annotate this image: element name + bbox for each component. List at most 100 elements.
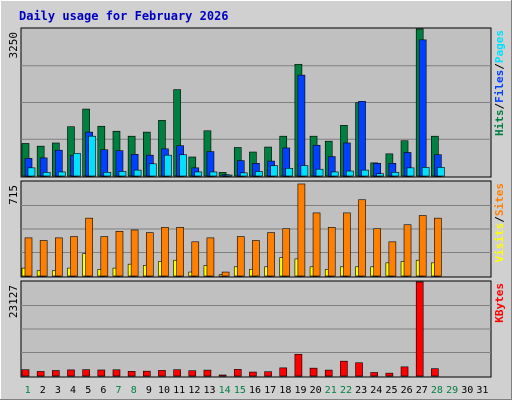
bar-kbytes-day-12 — [188, 370, 197, 377]
scale-label: 715 — [7, 185, 20, 205]
bar-sites-day-18 — [282, 228, 291, 277]
bar-sites-day-1 — [24, 237, 33, 277]
day-label-19: 19 — [294, 385, 306, 396]
bar-pages-day-23 — [361, 169, 369, 177]
bar-sites-day-20 — [312, 212, 321, 277]
bar-pages-day-22 — [346, 170, 354, 177]
bar-sites-day-10 — [161, 227, 169, 277]
bar-pages-day-18 — [285, 168, 294, 177]
bar-sites-day-4 — [70, 236, 78, 277]
scale-label: 3250 — [7, 32, 20, 59]
bar-sites-day-17 — [267, 232, 275, 277]
bar-pages-day-4 — [73, 153, 81, 177]
day-label-20: 20 — [310, 385, 322, 396]
bar-pages-day-26 — [406, 167, 415, 177]
bar-sites-day-16 — [252, 240, 260, 277]
bar-sites-day-2 — [39, 240, 48, 277]
day-label-26: 26 — [401, 385, 413, 396]
bar-pages-day-19 — [300, 165, 309, 177]
day-label-13: 13 — [203, 385, 215, 396]
chart-title: Daily usage for February 2026 — [19, 9, 229, 23]
bar-kbytes-day-6 — [97, 369, 106, 377]
day-label-8: 8 — [131, 385, 137, 396]
day-label-2: 2 — [40, 385, 46, 396]
bar-pages-day-14 — [224, 174, 233, 177]
day-label-4: 4 — [70, 385, 76, 396]
bar-sites-day-15 — [236, 236, 245, 277]
bar-sites-day-12 — [191, 241, 200, 277]
legend-entry: Pages — [493, 30, 506, 63]
day-label-3: 3 — [55, 385, 61, 396]
day-label-30: 30 — [461, 385, 473, 396]
bar-sites-day-9 — [145, 232, 154, 277]
bar-kbytes-day-13 — [203, 369, 212, 377]
bar-kbytes-day-1 — [21, 369, 30, 377]
bar-kbytes-day-28 — [431, 368, 439, 377]
bar-pages-day-27 — [421, 167, 430, 177]
bar-files-day-6 — [100, 149, 109, 177]
day-label-21: 21 — [325, 385, 337, 396]
bar-kbytes-day-8 — [127, 371, 136, 377]
bar-kbytes-day-27 — [415, 281, 424, 377]
bar-files-day-27 — [418, 39, 427, 177]
bar-pages-day-13 — [209, 171, 218, 177]
day-label-10: 10 — [158, 385, 170, 396]
day-label-24: 24 — [370, 385, 382, 396]
bar-sites-day-14 — [221, 271, 230, 277]
panel-2: 715 Visits/Sites — [7, 180, 506, 278]
bar-kbytes-day-20 — [309, 367, 318, 377]
bar-pages-day-15 — [239, 172, 248, 177]
bar-sites-day-3 — [55, 237, 63, 277]
bar-sites-day-6 — [100, 236, 109, 277]
bar-kbytes-day-9 — [142, 370, 151, 377]
bar-pages-day-11 — [179, 154, 187, 177]
bar-kbytes-day-4 — [67, 369, 75, 377]
day-label-23: 23 — [355, 385, 367, 396]
day-label-18: 18 — [279, 385, 291, 396]
bar-kbytes-day-10 — [158, 370, 166, 377]
bar-pages-day-10 — [164, 154, 172, 177]
bar-sites-day-5 — [85, 217, 93, 277]
day-label-12: 12 — [188, 385, 200, 396]
bar-kbytes-day-11 — [173, 369, 181, 377]
bar-pages-day-20 — [315, 168, 324, 177]
bar-kbytes-day-26 — [400, 366, 409, 377]
day-label-17: 17 — [264, 385, 276, 396]
legend-entry: Files — [493, 70, 506, 103]
day-label-9: 9 — [146, 385, 152, 396]
bar-sites-day-26 — [403, 224, 412, 277]
bar-pages-day-25 — [391, 172, 400, 177]
bar-pages-day-24 — [376, 173, 385, 177]
day-label-14: 14 — [219, 385, 231, 396]
panel-legend: KBytes — [493, 283, 506, 323]
legend-entry: Hits — [493, 110, 506, 137]
day-label-15: 15 — [234, 385, 246, 396]
bar-sites-day-27 — [418, 215, 427, 277]
bar-sites-day-24 — [373, 228, 382, 277]
bar-kbytes-day-15 — [233, 369, 242, 377]
bar-pages-day-2 — [42, 172, 51, 177]
bar-sites-day-21 — [327, 227, 336, 277]
chart-panels: 3250Hits/Files/Pages715Visits/Sites23127… — [7, 27, 506, 378]
day-label-28: 28 — [431, 385, 443, 396]
bar-pages-day-9 — [148, 163, 157, 177]
day-label-11: 11 — [173, 385, 185, 396]
bar-kbytes-day-5 — [82, 369, 90, 377]
day-label-22: 22 — [340, 385, 352, 396]
bar-kbytes-day-14 — [218, 374, 227, 377]
legend-entry: / — [493, 103, 506, 110]
legend-entry: / — [493, 63, 506, 70]
bar-sites-day-25 — [388, 241, 397, 277]
bar-sites-day-23 — [358, 199, 366, 277]
scale-label: 23127 — [7, 285, 20, 318]
day-label-5: 5 — [85, 385, 91, 396]
day-label-29: 29 — [446, 385, 458, 396]
bar-pages-day-6 — [103, 172, 112, 177]
day-label-1: 1 — [25, 385, 31, 396]
bar-pages-day-17 — [270, 165, 278, 177]
day-label-31: 31 — [476, 385, 488, 396]
bar-sites-day-7 — [115, 231, 124, 277]
bar-sites-day-19 — [297, 183, 306, 277]
bar-kbytes-day-21 — [324, 369, 333, 377]
